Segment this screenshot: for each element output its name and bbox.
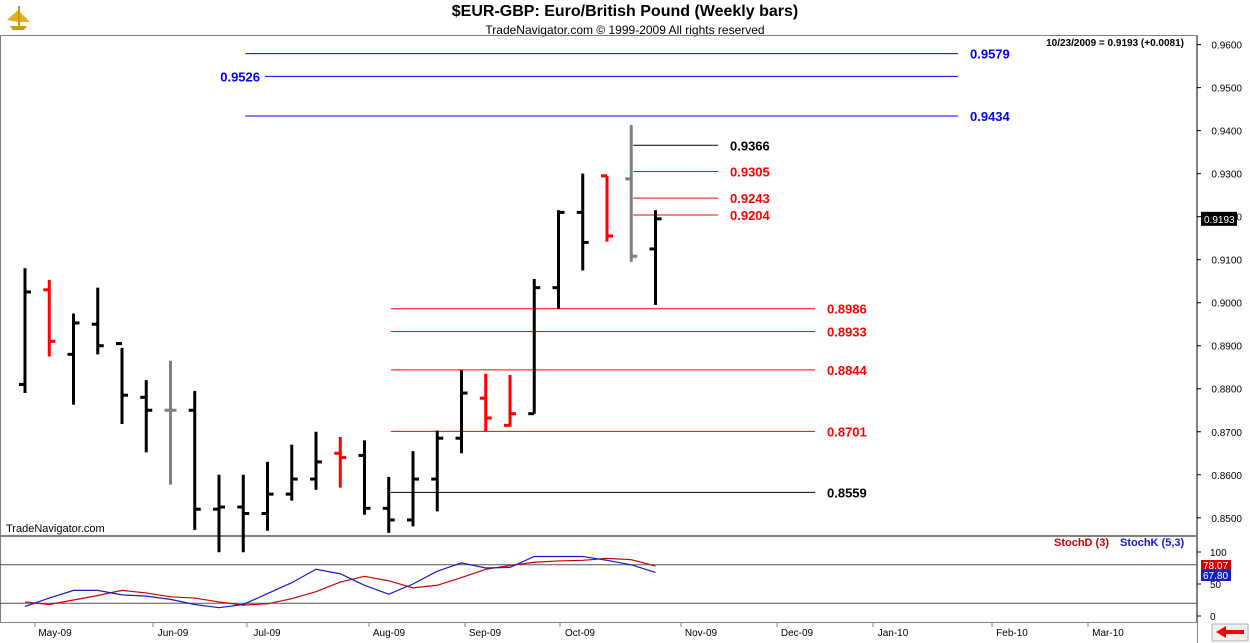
ohlc-bar <box>625 125 638 262</box>
price-tick-label: 0.8500 <box>1211 514 1242 525</box>
ohlc-bar <box>188 390 201 530</box>
price-tick-label: 0.9000 <box>1211 299 1242 310</box>
ohlc-bar <box>140 380 153 453</box>
date-tick-label: Feb-10 <box>996 628 1028 639</box>
stoch-value-label: 67.80 <box>1203 571 1228 582</box>
ohlc-bar <box>261 461 274 531</box>
date-axis: May-09 Jun-09 Jul-09 Aug-09 Sep-09 Oct-09 Nov-… <box>34 622 1124 639</box>
ohlc-bar <box>528 279 541 416</box>
level-label: 0.9366 <box>730 138 770 153</box>
ohlc-bar <box>504 374 516 427</box>
date-tick-label: May-09 <box>38 628 72 639</box>
date-tick-label: Dec-09 <box>781 628 814 639</box>
level-label: 0.9243 <box>730 191 770 206</box>
chart-title: $EUR-GBP: Euro/British Pound (Weekly bar… <box>451 3 799 20</box>
price-tick-label: 0.8600 <box>1211 471 1242 482</box>
ohlc-bar <box>91 287 104 355</box>
date-tick-label: Sep-09 <box>469 628 502 639</box>
ohlc-bar <box>479 373 492 432</box>
date-tick-label: Jan-10 <box>878 628 909 639</box>
date-tick-label: Aug-09 <box>373 628 406 639</box>
scroll-left-arrow-icon[interactable] <box>1211 623 1249 642</box>
ohlc-bar <box>649 210 662 305</box>
ohlc-bar <box>407 451 419 527</box>
price-tick-label: 0.8800 <box>1211 385 1242 396</box>
date-tick-label: Mar-10 <box>1092 628 1124 639</box>
ohlc-bar <box>237 474 250 553</box>
date-tick-label: Nov-09 <box>685 628 718 639</box>
ohlc-bar <box>552 210 565 310</box>
price-tick-label: 0.8700 <box>1211 428 1242 439</box>
ohlc-bar <box>310 431 322 490</box>
price-tick-label: 0.9400 <box>1211 127 1242 138</box>
level-label: 0.8986 <box>827 302 867 317</box>
level-label: 0.8933 <box>827 325 867 340</box>
price-tick-label: 0.9300 <box>1211 170 1242 181</box>
ohlc-bar <box>431 430 444 512</box>
ohlc-bar <box>455 370 468 454</box>
brand-label: TradeNavigator.com <box>6 523 105 535</box>
level-label: 0.9204 <box>730 208 771 223</box>
stoch-series-line <box>24 555 656 609</box>
current-price-tag: 0.9193 <box>1201 211 1237 226</box>
level-label: 0.8559 <box>827 485 867 500</box>
ohlc-bar <box>358 440 371 515</box>
price-tick-label: 0.9600 <box>1211 41 1242 52</box>
price-axis: 0.96000.95000.94000.93000.92000.91000.90… <box>1197 41 1242 525</box>
ohlc-bar <box>601 174 613 242</box>
legend-stochk: StochK (5,3) <box>1120 537 1185 549</box>
tradenavigator-logo-icon[interactable] <box>2 2 36 36</box>
stoch-value-tag: 67.80 <box>1201 570 1231 582</box>
level-lines: 0.9579 0.9526 0.9434 0.9366 0.9305 0.9243 0.92… <box>220 47 1010 501</box>
stoch-pane-frame <box>0 536 1197 623</box>
current-price-label: 0.9193 <box>1204 215 1235 226</box>
stoch-tick-label: 0 <box>1210 612 1216 623</box>
level-label: 0.9526 <box>220 69 260 84</box>
price-bars <box>19 125 662 553</box>
level-label: 0.8844 <box>827 363 868 378</box>
ohlc-bar <box>43 279 56 357</box>
last-quote: 10/23/2009 = 0.9193 (+0.0081) <box>1046 38 1184 49</box>
stoch-tick-label: 100 <box>1210 548 1227 559</box>
level-label: 0.9434 <box>970 109 1011 124</box>
level-label: 0.9305 <box>730 165 770 180</box>
stoch-series-line <box>24 557 656 606</box>
price-tick-label: 0.8900 <box>1211 342 1242 353</box>
level-label: 0.8701 <box>827 424 867 439</box>
level-label: 0.9579 <box>970 47 1010 62</box>
stoch-value-label: 78.07 <box>1203 561 1228 572</box>
legend-stochd: StochD (3) <box>1054 537 1109 549</box>
date-tick-label: Oct-09 <box>565 628 595 639</box>
ohlc-bar <box>164 360 177 485</box>
price-tick-label: 0.9100 <box>1211 256 1242 267</box>
ohlc-bar <box>116 342 128 425</box>
ohlc-bar <box>67 313 80 405</box>
date-tick-label: Jul-09 <box>253 628 281 639</box>
ohlc-bar <box>19 268 31 394</box>
stoch-tick-label: 50 <box>1210 580 1222 591</box>
ohlc-bar <box>382 476 395 533</box>
ohlc-bar <box>576 173 589 271</box>
ohlc-bar <box>334 436 347 488</box>
chart-subtitle: TradeNavigator.com © 1999-2009 All right… <box>485 23 765 37</box>
ohlc-bar <box>285 444 298 501</box>
ohlc-bar <box>213 474 225 553</box>
price-tick-label: 0.9500 <box>1211 84 1242 95</box>
stoch-value-tag: 78.07 <box>1201 560 1231 572</box>
price-pane-frame <box>0 35 1197 536</box>
date-tick-label: Jun-09 <box>158 628 189 639</box>
